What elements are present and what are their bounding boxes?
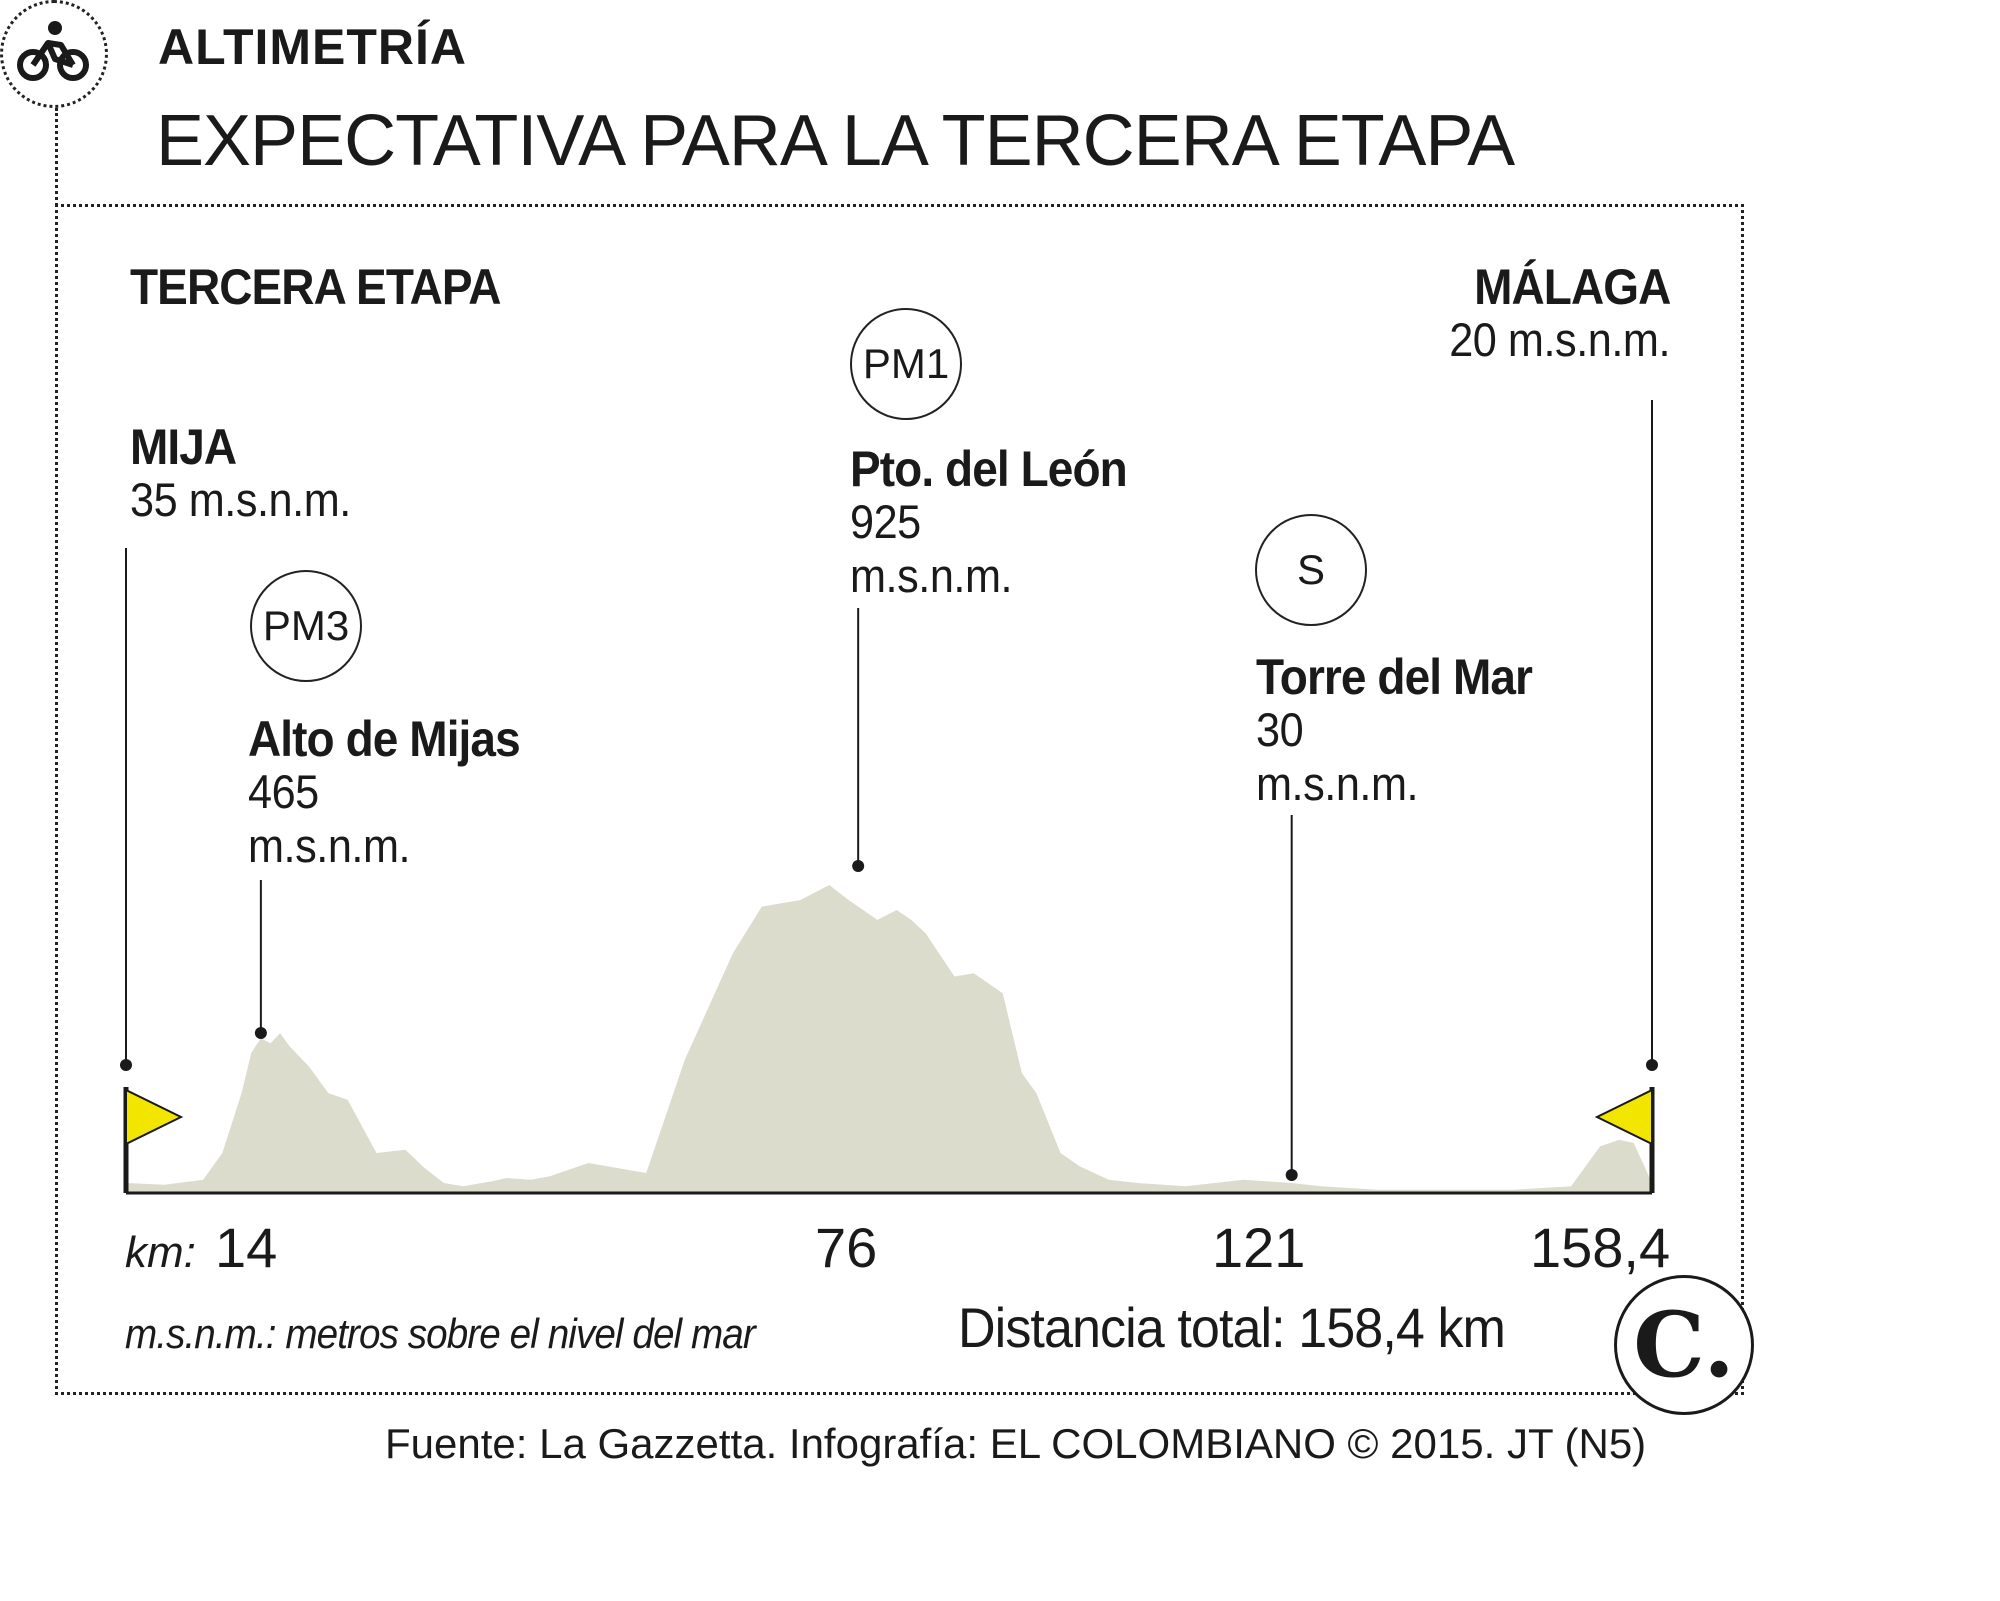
marker-dot (852, 860, 865, 872)
x-tick-label: 76 (815, 1216, 878, 1279)
climb-altitude-pto-del-leon: 925 (850, 495, 921, 548)
source-credit: Fuente: La Gazzetta. Infografía: EL COLO… (385, 1420, 1647, 1467)
category-badge-pm3: PM3 (250, 570, 362, 682)
x-tick-label: 121 (1212, 1216, 1306, 1279)
stage-name: TERCERA ETAPA (130, 259, 501, 315)
chart-frame (55, 204, 1744, 1395)
total-distance: Distancia total: 158,4 km (958, 1296, 1506, 1359)
x-tick-label: 158,4 (1530, 1216, 1671, 1279)
marker-dot (1646, 1059, 1658, 1071)
marker-dot (254, 1027, 267, 1039)
page-title: EXPECTATIVA PARA LA TERCERA ETAPA (156, 101, 1515, 181)
sprint-name-torre-del-mar: Torre del Mar (1256, 649, 1533, 705)
start-flag-icon (125, 1088, 184, 1146)
category-badge-pm1: PM1 (850, 308, 962, 420)
climb-altitude-alto-de-mijas: 465 (248, 765, 319, 818)
marker-dot (120, 1059, 132, 1071)
finish-altitude: 20 m.s.n.m. (1449, 313, 1670, 366)
climb-name-pto-del-leon: Pto. del León (850, 441, 1128, 497)
publisher-logo: C. (1614, 1275, 1754, 1415)
axis-prefix: km: (125, 1228, 196, 1277)
start-altitude: 35 m.s.n.m. (130, 473, 351, 526)
climb-unit-alto-de-mijas: m.s.n.m. (248, 819, 411, 872)
finish-flag-icon (1594, 1088, 1653, 1146)
cyclist-icon (17, 21, 89, 81)
start-name: MIJA (130, 419, 237, 475)
category-badge-sprint: S (1255, 514, 1367, 626)
dotted-connector (55, 108, 58, 206)
x-tick-label: 14 (215, 1216, 278, 1279)
climb-name-alto-de-mijas: Alto de Mijas (248, 711, 521, 767)
finish-name: MÁLAGA (1473, 259, 1671, 315)
elevation-area (126, 885, 1652, 1193)
cyclist-icon-badge (0, 0, 108, 108)
legend-note: m.s.n.m.: metros sobre el nivel del mar (125, 1310, 756, 1357)
climb-unit-pto-del-leon: m.s.n.m. (850, 549, 1013, 602)
sprint-unit-torre-del-mar: m.s.n.m. (1256, 757, 1419, 810)
sprint-altitude-torre-del-mar: 30 (1256, 703, 1304, 756)
section-label: ALTIMETRÍA (158, 19, 468, 75)
marker-dot (1285, 1169, 1298, 1181)
